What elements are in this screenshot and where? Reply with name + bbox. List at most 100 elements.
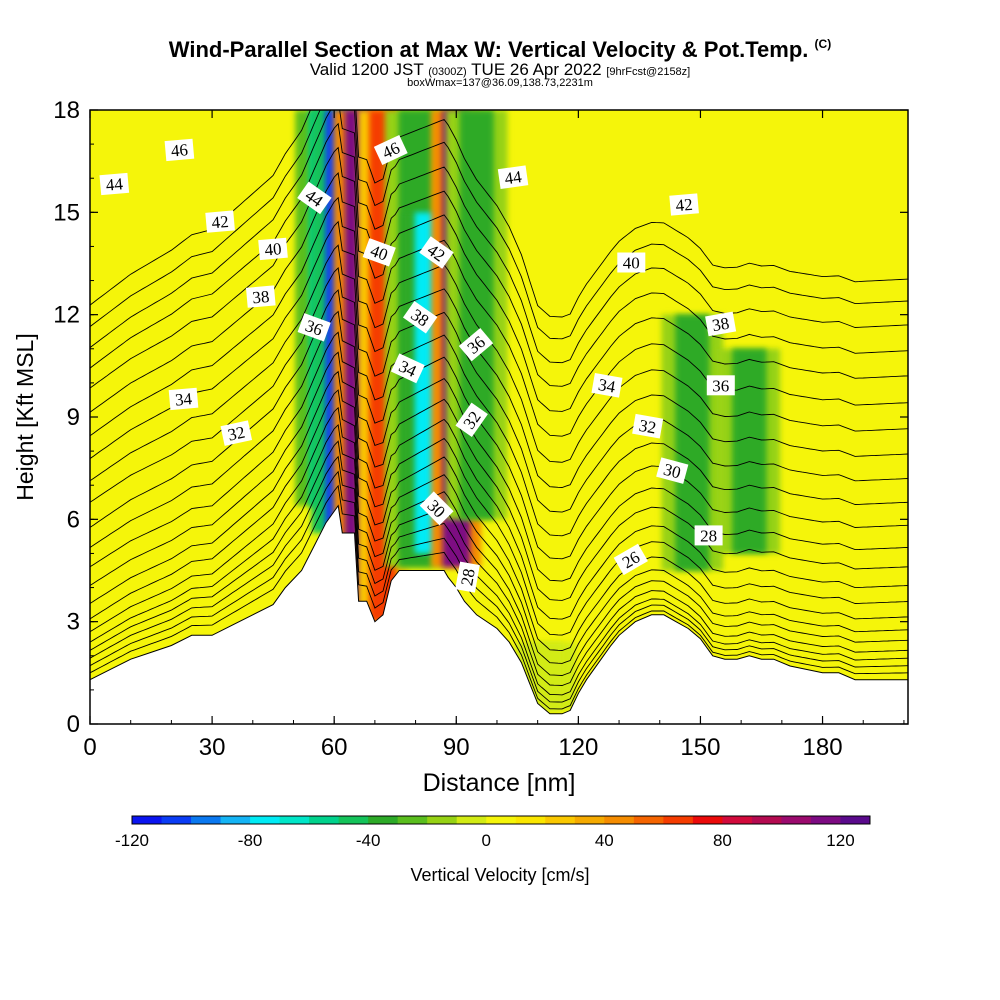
theta-contour (90, 110, 908, 364)
contour-label-text: 46 (170, 140, 189, 160)
contour-label: 42 (669, 193, 699, 216)
colorbar-swatch (397, 816, 428, 824)
contour-label-bg (591, 373, 623, 398)
terrain-mask (90, 504, 908, 724)
contour-label-text: 44 (503, 167, 523, 188)
y-tick-label: 12 (53, 302, 80, 329)
colorbar-swatch (633, 816, 664, 824)
colorbar: -120 -80 -40 0 40 80 120 (115, 815, 871, 850)
y-axis-label: Height [Kft MSL] (12, 333, 38, 500)
theta-contour (90, 484, 908, 710)
forecast-info: [9hrFcst@2158z] (606, 66, 691, 78)
y-tick-label: 15 (53, 199, 80, 226)
contour-label-bg (613, 543, 648, 576)
theta-contour (90, 110, 908, 340)
colorbar-tick-label: 0 (482, 831, 491, 850)
contour-label-bg (617, 252, 646, 273)
contour-label-bg (402, 301, 438, 334)
contour-label-text: 42 (675, 195, 694, 215)
contour-label-bg (373, 135, 408, 165)
contour-label-text: 42 (211, 212, 230, 232)
contour-label-bg (705, 311, 737, 337)
contour-label-text: 32 (638, 416, 658, 438)
colorbar-swatch (191, 816, 222, 824)
colorbar-swatch (751, 816, 782, 824)
theta-contour (90, 196, 908, 463)
colorbar-swatch (722, 816, 753, 824)
colorbar-swatch (545, 816, 576, 824)
contour-label: 30 (656, 457, 689, 484)
x-tick-label: 0 (83, 734, 96, 761)
contour-label-text: 34 (174, 389, 193, 409)
colorbar-swatch (486, 816, 517, 824)
colorbar-tick-label: -40 (356, 831, 381, 850)
colorbar-tick-label: 40 (595, 831, 614, 850)
colorbar-tick-label: 80 (713, 831, 732, 850)
contour-label-bg (99, 172, 130, 196)
x-tick-label: 150 (680, 734, 720, 761)
contour-label-text: 28 (457, 567, 479, 587)
theta-contour (90, 389, 908, 651)
colorbar-swatch (781, 816, 812, 824)
x-tick-label: 120 (558, 734, 598, 761)
contour-label-bg (458, 327, 494, 362)
contour-label-text: 38 (711, 314, 731, 336)
colorbar-swatch (427, 816, 458, 824)
x-tick-label: 180 (803, 734, 843, 761)
contour-label: 40 (617, 252, 646, 273)
theta-contour (90, 370, 908, 636)
contour-label: 36 (706, 375, 735, 396)
contour-label-text: 34 (597, 375, 618, 397)
y-tick-label: 6 (67, 506, 80, 533)
x-tick-label: 30 (199, 734, 226, 761)
y-tick-label: 0 (67, 711, 80, 738)
colorbar-swatch (338, 816, 369, 824)
contour-label-text: 28 (700, 526, 717, 545)
theta-contour (90, 455, 908, 696)
contour-label: 36 (297, 313, 331, 342)
contour-label: 34 (168, 387, 199, 411)
colorbar-swatch (250, 816, 281, 824)
theta-contour (90, 172, 908, 437)
contour-label-bg (220, 420, 253, 446)
contour-label-bg (245, 285, 276, 308)
contour-label: 44 (497, 165, 529, 190)
colorbar-swatch (574, 816, 605, 824)
contour-label-bg (669, 193, 699, 216)
contour-label: 38 (705, 311, 737, 337)
contour-label-bg (455, 561, 480, 593)
theta-contour (90, 146, 908, 412)
contour-label-text: 44 (105, 174, 124, 194)
contour-label: 34 (390, 353, 425, 384)
valid-prefix: Valid 1200 JST (309, 60, 424, 79)
contour-label-text: 30 (661, 460, 682, 483)
contour-label-bg (656, 457, 689, 484)
contour-label-bg (455, 402, 488, 438)
colorbar-tick-label: -80 (238, 831, 263, 850)
colorbar-swatch (161, 816, 192, 824)
contour-label: 32 (220, 420, 253, 446)
colorbar-swatch (279, 816, 310, 824)
contour-label: 28 (455, 561, 480, 593)
contour-label-bg (164, 138, 195, 162)
chart-subtitle-box: boxWmax=137@36.09,138.73,2231m (407, 77, 593, 89)
contour-label: 40 (258, 237, 288, 261)
theta-contour (90, 331, 908, 601)
theta-contour (90, 310, 908, 582)
colorbar-label: Vertical Velocity [cm/s] (410, 865, 589, 885)
contour-label-bg (362, 238, 396, 267)
theta-contour (90, 220, 908, 488)
contour-label-text: 40 (368, 241, 390, 265)
contour-label-bg (419, 236, 454, 269)
contour-label-text: 36 (712, 376, 729, 395)
colorbar-swatch (663, 816, 694, 824)
colorbar-swatch (132, 816, 163, 824)
theta-contour (90, 440, 908, 686)
theta-contour (90, 406, 908, 664)
colorbar-tick-label: 120 (826, 831, 854, 850)
contour-label-bg (258, 237, 288, 261)
contour-label-bg (205, 210, 235, 233)
colorbar-swatch (456, 816, 487, 824)
contour-label: 34 (591, 373, 623, 398)
